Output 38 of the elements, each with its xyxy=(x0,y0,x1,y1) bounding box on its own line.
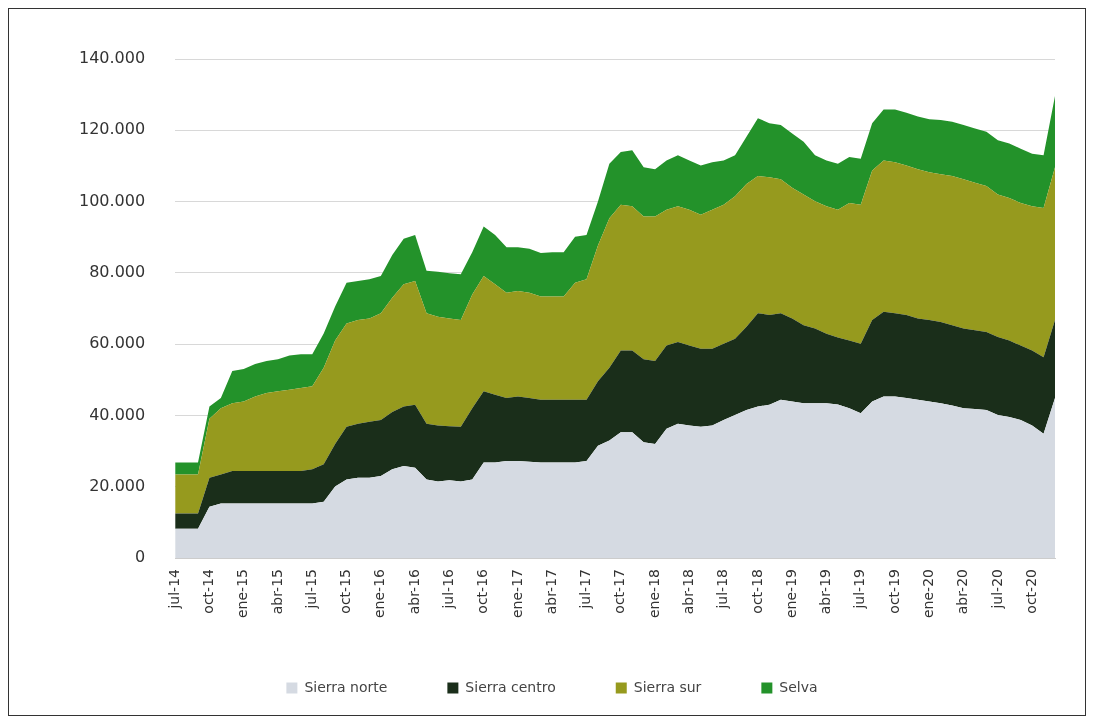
y-tick-label: 100.000 xyxy=(78,190,146,210)
legend-label: Sierra norte xyxy=(304,678,388,695)
x-tick-label: abr-16 xyxy=(405,568,422,615)
legend-label: Selva xyxy=(779,678,818,695)
x-tick-label: jul-19 xyxy=(851,569,868,610)
x-tick-label: ene-16 xyxy=(371,568,388,618)
y-tick-label: 140.000 xyxy=(78,48,146,68)
y-tick-label: 120.000 xyxy=(78,119,146,139)
x-tick-label: oct-17 xyxy=(611,569,628,614)
x-tick-label: abr-15 xyxy=(268,569,285,615)
x-tick-label: abr-19 xyxy=(817,569,834,615)
x-tick-label: oct-14 xyxy=(200,568,217,614)
x-tick-label: oct-16 xyxy=(474,568,491,614)
x-tick-label: abr-17 xyxy=(542,569,559,615)
x-tick-label: oct-15 xyxy=(337,569,354,614)
x-tick-label: ene-15 xyxy=(234,569,251,618)
y-tick-label: 80.000 xyxy=(89,262,146,282)
legend-label: Sierra sur xyxy=(633,678,702,695)
y-tick-label: 20.000 xyxy=(89,475,146,495)
x-tick-label: oct-18 xyxy=(748,569,765,614)
x-tick-label: abr-20 xyxy=(954,569,971,615)
x-tick-label: jul-20 xyxy=(988,569,1005,610)
x-tick-label: oct-20 xyxy=(1022,569,1039,614)
x-tick-label: ene-17 xyxy=(508,569,525,618)
x-tick-label: jul-18 xyxy=(714,569,731,610)
x-tick-label: jul-14 xyxy=(165,568,182,610)
legend-label: Sierra centro xyxy=(465,678,556,695)
y-tick-label: 0 xyxy=(134,547,146,567)
y-tick-label: 40.000 xyxy=(89,404,146,424)
x-tick-label: ene-19 xyxy=(782,569,799,618)
x-tick-label: oct-19 xyxy=(885,569,902,614)
x-tick-label: ene-20 xyxy=(919,569,936,618)
x-tick-label: jul-16 xyxy=(440,568,457,610)
x-tick-label: jul-15 xyxy=(302,569,319,610)
x-tick-label: jul-17 xyxy=(577,569,594,610)
x-tick-label: abr-18 xyxy=(679,569,696,615)
y-tick-label: 60.000 xyxy=(89,333,146,353)
x-tick-label: ene-18 xyxy=(645,569,662,618)
